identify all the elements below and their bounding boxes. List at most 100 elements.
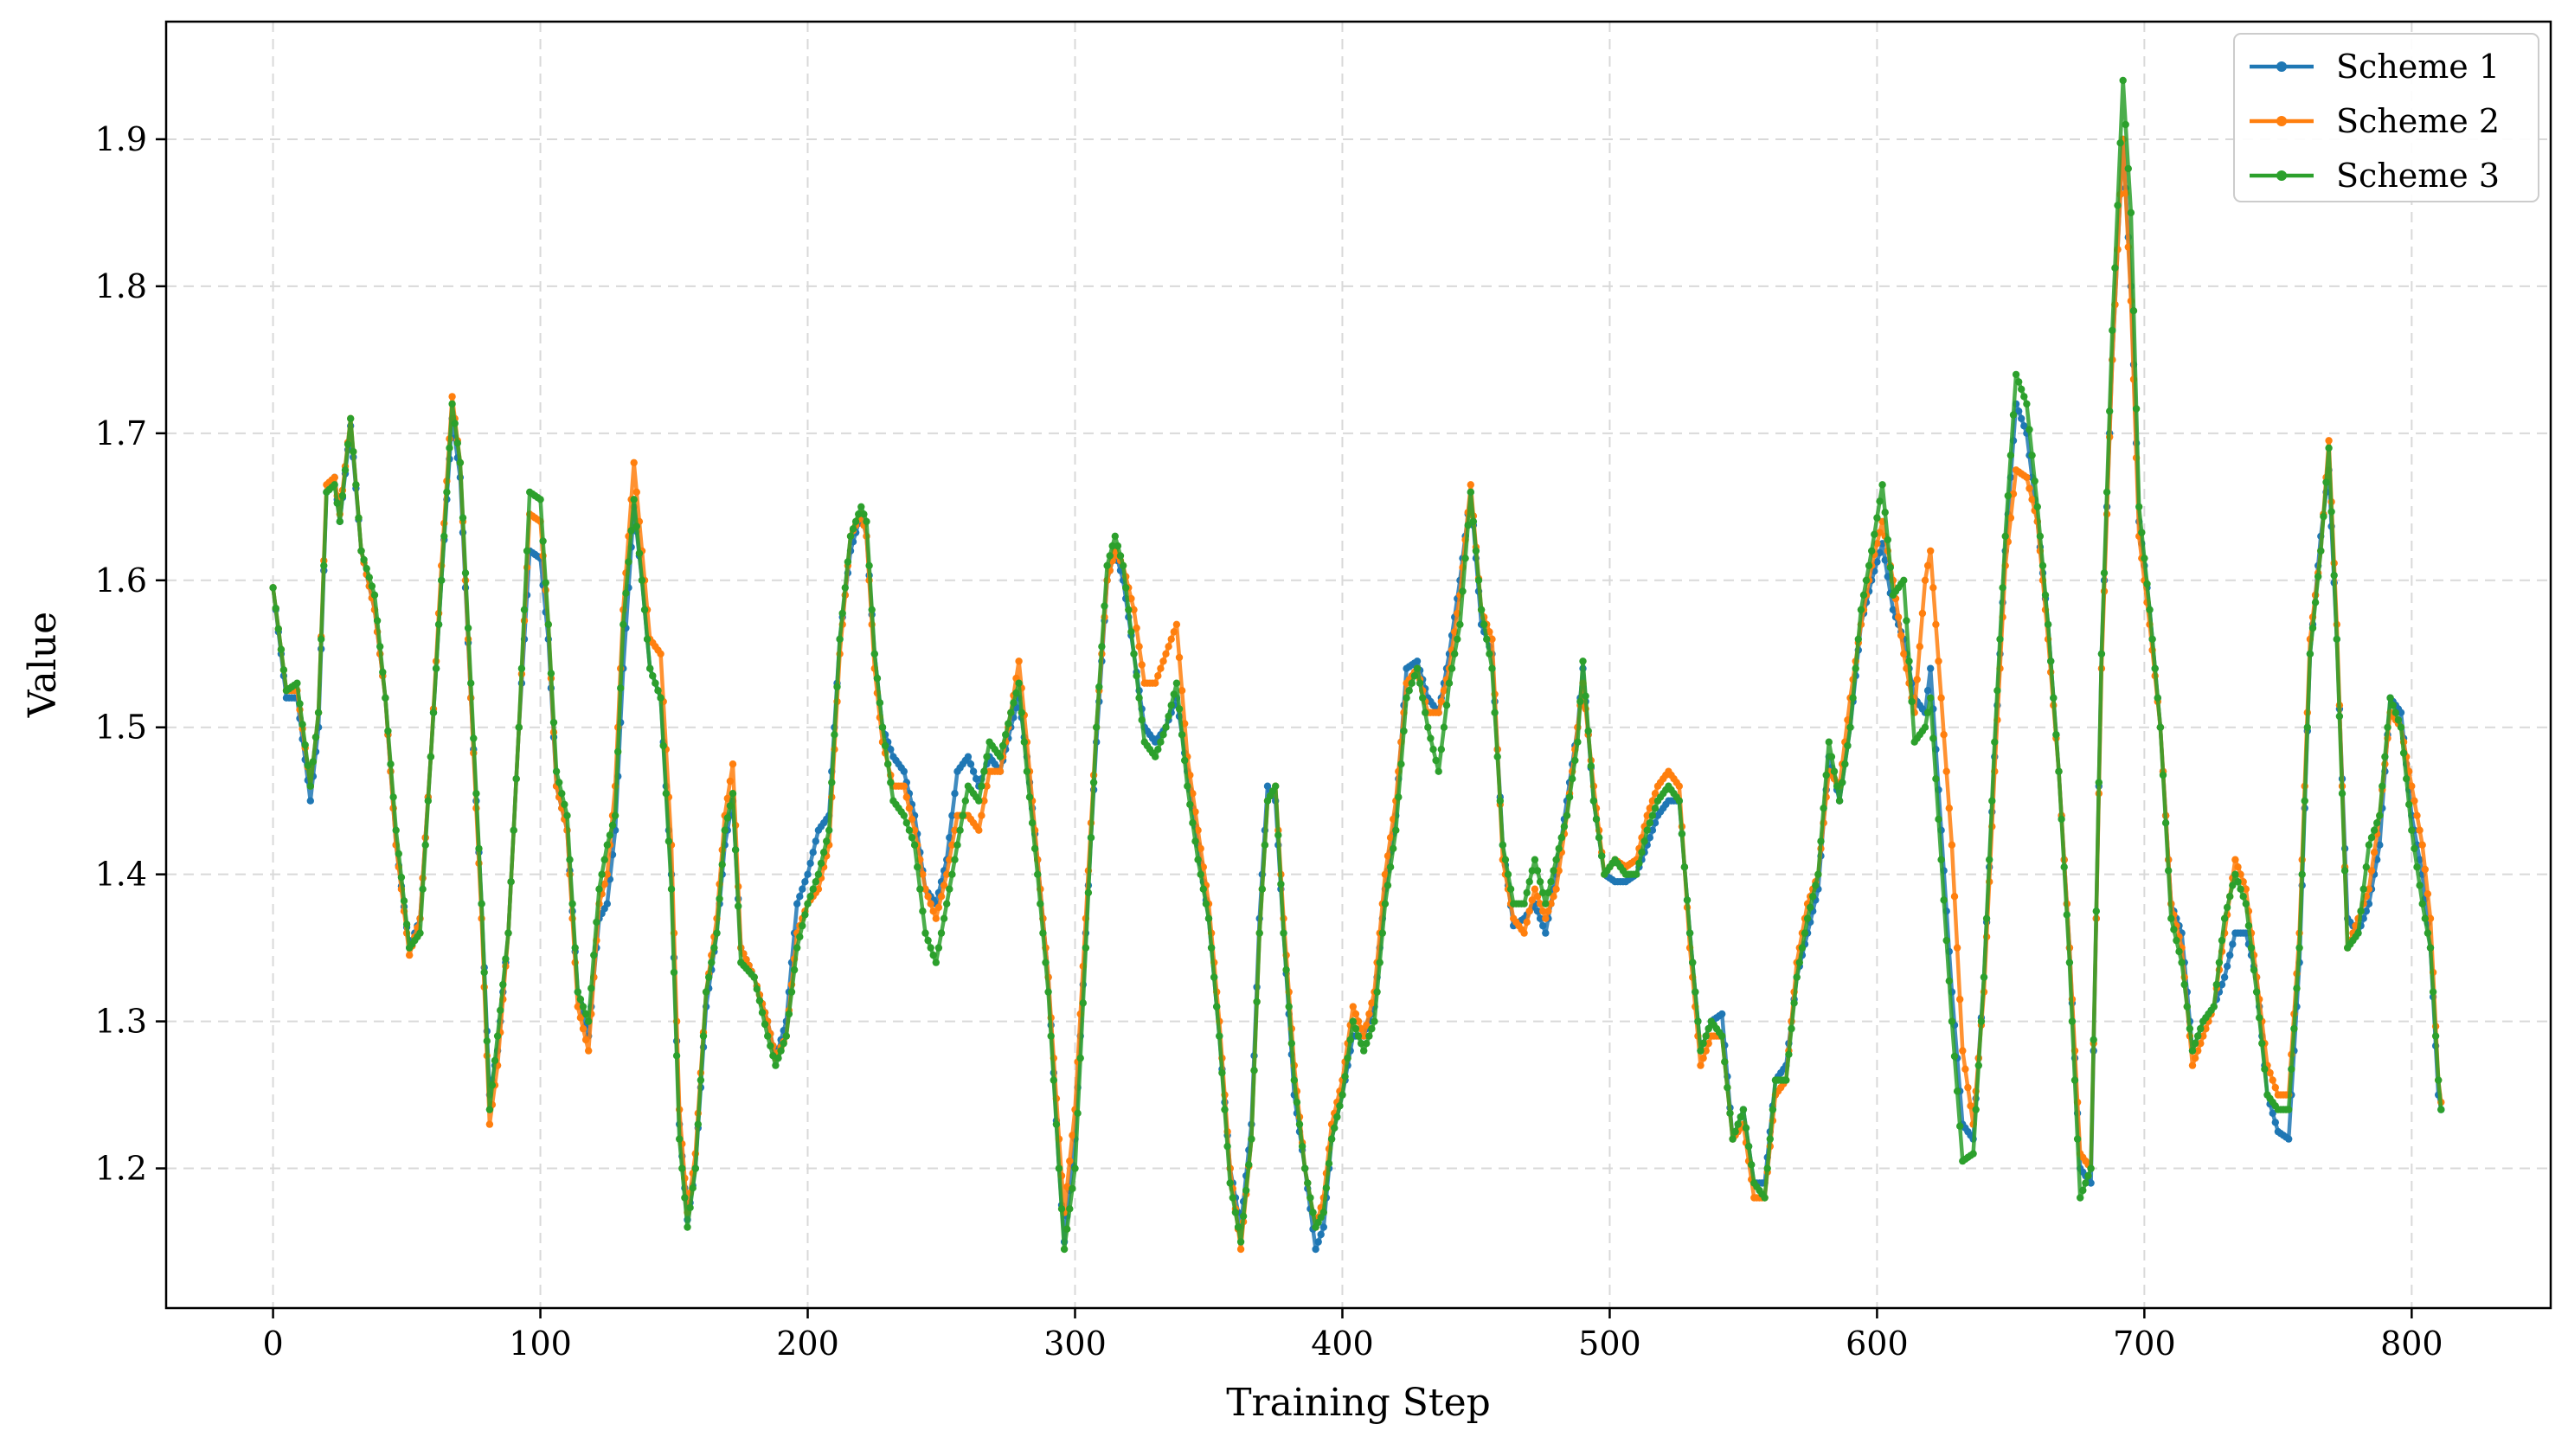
data-point: [919, 870, 927, 878]
data-point: [590, 951, 598, 959]
data-point: [1459, 587, 1467, 595]
data-point: [456, 459, 465, 466]
data-point: [1533, 908, 1542, 915]
data-point: [799, 885, 806, 893]
data-point: [331, 481, 338, 489]
data-point: [948, 841, 956, 849]
data-point: [932, 914, 941, 922]
data-point: [434, 620, 443, 628]
data-point: [1692, 988, 1699, 996]
data-point: [1935, 815, 1942, 824]
data-point: [2223, 962, 2231, 971]
data-point: [2218, 936, 2226, 945]
data-point: [868, 606, 876, 613]
data-point: [1363, 1039, 1371, 1048]
data-point: [2015, 378, 2023, 386]
data-point: [1937, 694, 1945, 702]
data-point: [1381, 870, 1390, 878]
data-point: [2220, 914, 2229, 922]
data-point: [801, 911, 809, 919]
data-point: [2426, 944, 2435, 952]
data-point: [708, 959, 716, 966]
data-point: [1066, 1205, 1074, 1213]
data-point: [1076, 1054, 1084, 1062]
data-point: [2389, 702, 2397, 709]
data-point: [2314, 573, 2322, 580]
data-point: [1739, 1106, 1748, 1113]
data-point: [2167, 914, 2175, 922]
data-point: [2001, 532, 2009, 540]
data-point: [467, 679, 475, 687]
data-point: [1528, 867, 1537, 875]
data-point: [1528, 896, 1537, 904]
data-point: [2060, 863, 2068, 871]
y-tick-label: 1.6: [95, 561, 147, 600]
data-point: [726, 777, 735, 786]
data-point: [1849, 694, 1857, 702]
data-point: [1542, 914, 1550, 922]
data-point: [790, 965, 799, 974]
data-point: [1052, 1120, 1061, 1128]
data-point: [1523, 918, 1531, 927]
data-point: [1464, 521, 1472, 529]
data-point: [1523, 888, 1531, 897]
data-point: [2119, 76, 2127, 85]
data-point: [959, 811, 966, 819]
data-point: [507, 878, 515, 886]
data-point: [983, 782, 991, 790]
data-point: [670, 968, 678, 977]
data-point: [475, 844, 483, 853]
data-point: [1386, 834, 1395, 842]
data-point: [860, 510, 868, 518]
data-point: [2068, 1017, 2077, 1025]
data-point: [1718, 1010, 1726, 1018]
data-point: [916, 885, 924, 893]
data-point: [1306, 1194, 1314, 1202]
data-point: [919, 908, 927, 915]
data-point: [638, 576, 646, 584]
data-point: [1357, 1024, 1365, 1033]
data-point: [630, 459, 638, 466]
data-point: [331, 473, 338, 481]
plot-frame: [164, 20, 2552, 1310]
data-point: [2367, 834, 2376, 842]
data-point: [1950, 893, 1959, 901]
data-point: [1239, 1212, 1248, 1221]
data-point: [1005, 720, 1012, 728]
data-point: [1945, 977, 1953, 985]
data-point: [1871, 530, 1878, 538]
data-point: [2186, 1024, 2194, 1033]
data-point: [1699, 1054, 1707, 1062]
data-point: [2308, 624, 2317, 632]
data-point: [1595, 834, 1603, 842]
data-point: [1354, 1032, 1363, 1040]
data-point: [924, 893, 932, 901]
data-point: [2183, 1003, 2191, 1010]
data-point: [1683, 896, 1692, 904]
data-point: [1480, 620, 1488, 628]
data-point: [614, 747, 622, 756]
data-point: [710, 944, 718, 952]
data-point: [1047, 1032, 1055, 1040]
data-point: [1258, 885, 1267, 893]
data-point: [924, 936, 932, 945]
data-point: [1544, 908, 1552, 915]
data-point: [472, 790, 480, 798]
data-point: [2431, 1032, 2440, 1040]
data-point: [2418, 900, 2426, 908]
data-point: [606, 831, 614, 839]
data-point: [2421, 865, 2429, 874]
data-point: [1552, 885, 1560, 893]
data-point: [1202, 900, 1210, 908]
data-point: [1940, 731, 1948, 739]
data-point: [1571, 756, 1579, 765]
data-point: [755, 997, 764, 1005]
data-point: [697, 1076, 705, 1084]
data-point: [1184, 782, 1191, 790]
data-point: [1969, 1150, 1977, 1158]
data-point: [1157, 664, 1165, 672]
data-point: [1651, 790, 1660, 798]
data-point: [2199, 1032, 2207, 1040]
data-point: [1319, 1223, 1328, 1231]
data-point: [1536, 914, 1544, 922]
